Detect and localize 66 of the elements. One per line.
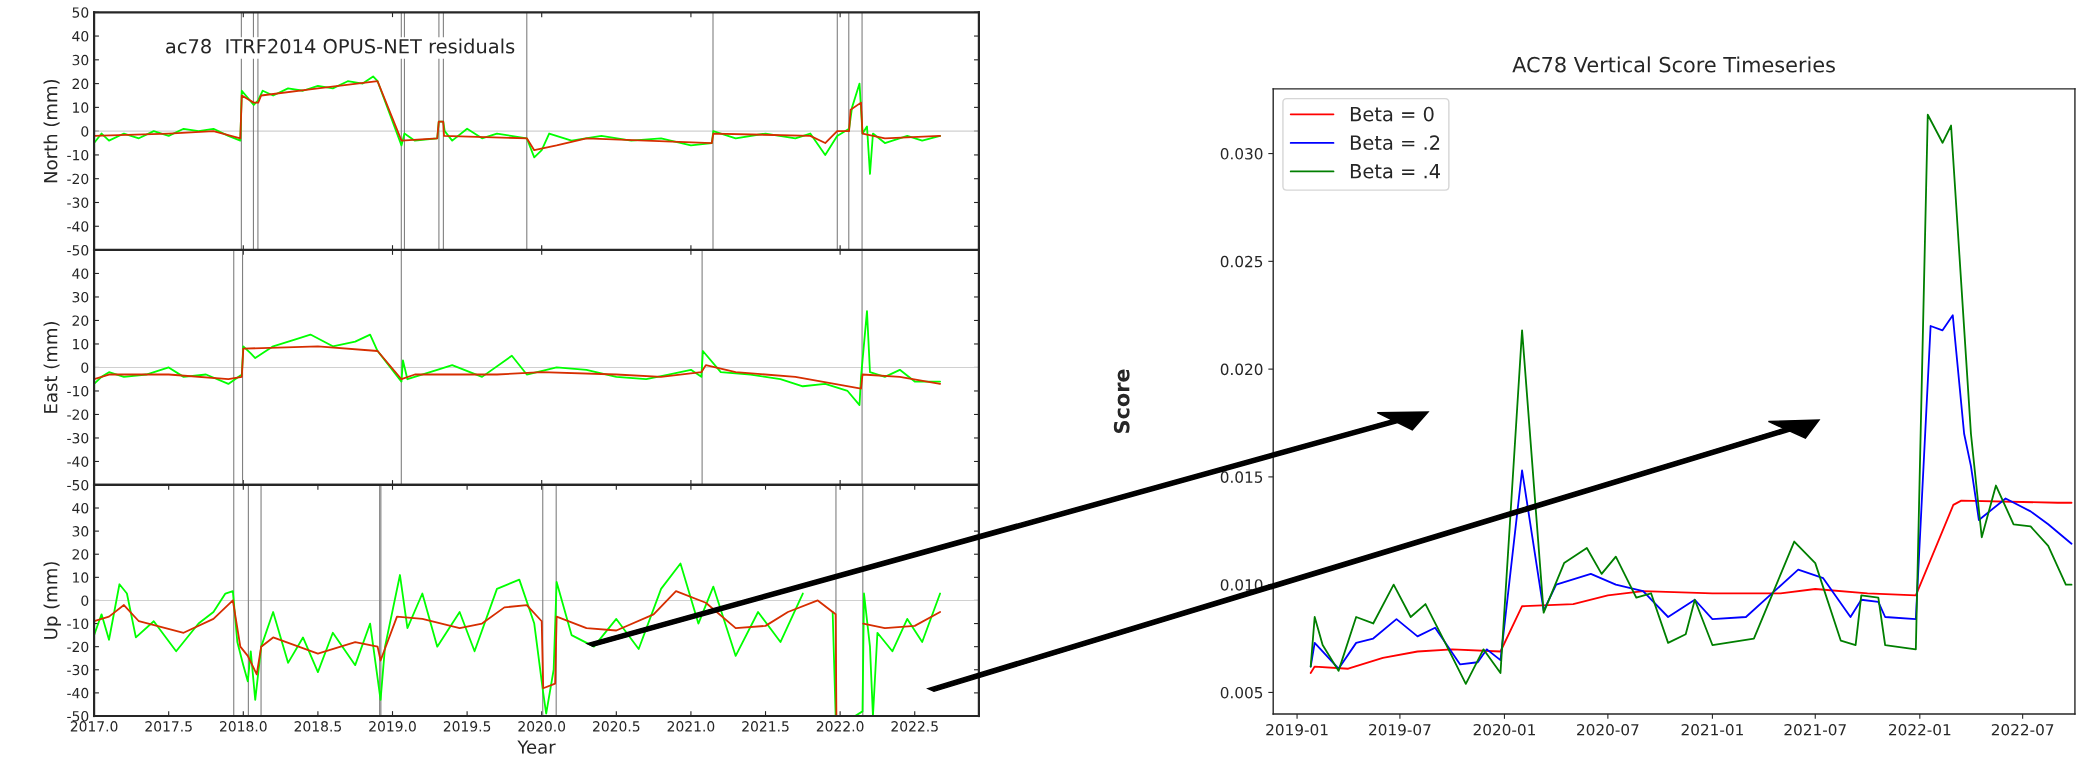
x-tick-label: 2020-01	[1473, 723, 1535, 736]
x-tick-label: 2020-07	[1577, 723, 1639, 736]
x-tick-label: 2020.0	[518, 721, 566, 732]
y-tick-label: -30	[67, 664, 89, 676]
y-tick-label: -20	[67, 641, 89, 653]
chart-title: AC78 Vertical Score Timeseries	[1512, 56, 1835, 73]
y-tick-label: -40	[67, 221, 89, 232]
y-axis-title: East (mm)	[43, 322, 60, 413]
x-tick-label: 2018.5	[294, 721, 341, 732]
x-axis-title: Year	[517, 740, 556, 754]
y-axis-title: Score	[1113, 369, 1130, 433]
x-tick-label: 2020.5	[593, 721, 640, 732]
y-tick-label: -10	[67, 149, 89, 161]
y-tick-label: -20	[67, 173, 89, 185]
x-tick-label: 2017.0	[70, 721, 118, 732]
y-tick-label: -40	[67, 456, 89, 467]
text: ac78 ITRF2014 OPUS-NET residuals	[166, 38, 515, 54]
y-tick-label: 40	[72, 268, 89, 279]
y-tick-label: 30	[72, 54, 89, 66]
y-tick-label: 0.005	[1220, 686, 1263, 699]
y-tick-label: 20	[72, 315, 89, 326]
y-tick-label: 0.020	[1220, 363, 1263, 376]
y-tick-label: -30	[67, 197, 89, 208]
legend-label: Beta = .2	[1350, 135, 1440, 150]
y-tick-label: 30	[72, 291, 89, 303]
y-tick-label: 30	[72, 526, 89, 537]
x-tick-label: 2022-01	[1889, 723, 1951, 736]
x-tick-label: 2021.5	[742, 721, 789, 732]
y-tick-label: 0.015	[1220, 471, 1263, 483]
x-tick-label: 2019.0	[369, 721, 416, 732]
y-tick-label: 10	[73, 572, 89, 583]
y-tick-label: 50	[72, 7, 89, 18]
x-tick-label: 2019-01	[1266, 723, 1328, 736]
y-tick-label: 0.025	[1220, 255, 1263, 268]
y-tick-label: 20	[72, 78, 89, 90]
y-tick-label: 0.030	[1220, 148, 1263, 160]
y-tick-label: 0	[81, 362, 89, 373]
y-tick-label: 0	[81, 126, 89, 137]
legend-label: Beta = .4	[1350, 164, 1440, 179]
y-tick-label: -50	[67, 710, 89, 722]
y-tick-label: 10	[73, 338, 89, 350]
y-tick-label: -50	[67, 479, 89, 491]
y-tick-label: -50	[67, 245, 89, 256]
x-tick-label: 2017.5	[145, 721, 192, 732]
legend-label: Beta = 0	[1350, 106, 1434, 122]
x-tick-label: 2022.0	[816, 721, 864, 732]
y-axis-title: Up (mm)	[43, 562, 61, 639]
x-tick-label: 2021.0	[667, 721, 715, 732]
y-tick-label: -10	[67, 618, 89, 630]
y-tick-label: 20	[72, 549, 89, 560]
x-tick-label: 2022.5	[891, 721, 938, 732]
y-tick-label: -20	[67, 409, 89, 420]
y-tick-label: -30	[67, 432, 89, 444]
x-tick-label: 2021-01	[1681, 723, 1743, 736]
x-tick-label: 2022-07	[1991, 723, 2054, 736]
x-tick-label: 2019.5	[443, 721, 491, 732]
y-tick-label: 10	[73, 102, 89, 113]
y-tick-label: 40	[72, 31, 89, 42]
y-tick-label: 0	[81, 595, 89, 606]
x-tick-label: 2019-07	[1369, 723, 1431, 736]
x-tick-label: 2021-07	[1784, 723, 1846, 736]
y-tick-label: 40	[72, 502, 89, 514]
x-tick-label: 2018.0	[220, 721, 267, 732]
y-tick-label: -40	[67, 687, 89, 699]
y-axis-title: North (mm)	[43, 79, 60, 183]
y-tick-label: -10	[67, 385, 89, 397]
